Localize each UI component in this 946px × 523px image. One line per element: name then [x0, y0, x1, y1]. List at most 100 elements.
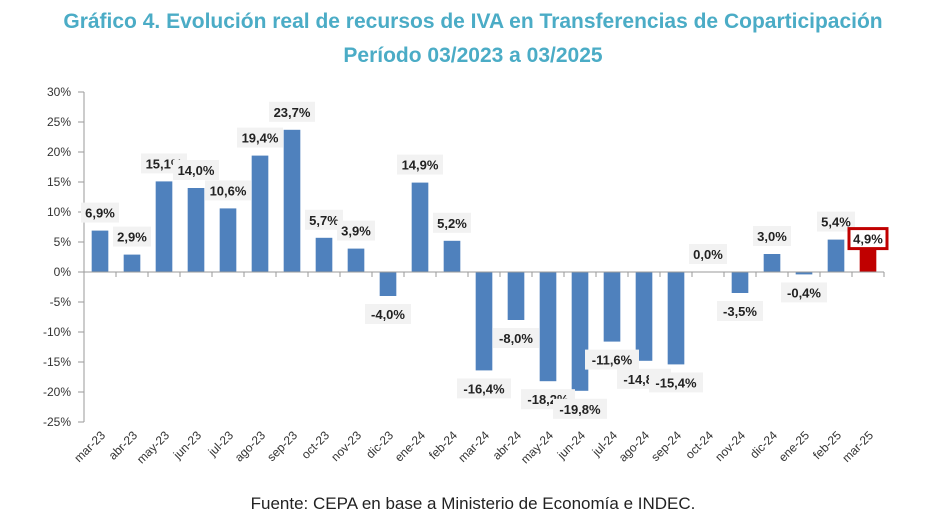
bar-sep-23 [283, 129, 301, 272]
data-label-box [81, 202, 119, 223]
data-label-box [457, 378, 511, 399]
bar-feb-25 [827, 239, 845, 272]
bar-feb-24 [443, 240, 461, 272]
bar-nov-24 [731, 272, 749, 293]
bar-ene-25 [795, 272, 813, 275]
bar-mar-24 [475, 272, 493, 371]
y-tick-label: -20% [43, 385, 71, 399]
x-tick-label: jun-23 [170, 428, 204, 462]
data-label: -15,4% [655, 375, 697, 390]
data-label-box [817, 211, 855, 232]
chart-subtitle: Período 03/2023 a 03/2025 [343, 44, 603, 67]
data-label-box [689, 244, 727, 264]
y-tick-label: -15% [43, 355, 71, 369]
data-label: -0,4% [787, 285, 821, 300]
bar-jun-24 [571, 272, 589, 391]
y-tick-label: -5% [50, 295, 72, 309]
data-label: 4,9% [853, 232, 883, 247]
bar-abr-23 [123, 254, 141, 272]
data-label: 5,2% [437, 216, 467, 231]
data-label: 10,6% [210, 183, 247, 198]
x-tick-label: nov-23 [328, 428, 364, 464]
data-label-box [397, 154, 443, 175]
bar-dic-23 [379, 272, 397, 296]
data-label-box [553, 398, 607, 419]
data-label-box [365, 304, 411, 324]
data-label-box [753, 226, 791, 246]
bar-jul-23 [219, 208, 237, 272]
data-label: 14,9% [402, 158, 439, 173]
data-label: 0,0% [693, 247, 723, 262]
data-label: -16,4% [463, 381, 505, 396]
x-tick-label: jun-24 [554, 428, 588, 462]
data-label: -8,0% [499, 331, 533, 346]
data-label-box [433, 212, 471, 233]
x-tick-label: may-23 [134, 428, 172, 466]
y-tick-label: 0% [54, 265, 72, 279]
y-tick-label: 15% [47, 175, 71, 189]
y-tick-label: 20% [47, 145, 71, 159]
x-tick-label: mar-23 [71, 428, 108, 465]
bar-ago-23 [251, 155, 269, 272]
bar-abr-24 [507, 272, 525, 320]
data-label-box [847, 227, 889, 251]
y-tick-label: 25% [47, 115, 71, 129]
bar-nov-23 [347, 248, 365, 272]
data-label-box [585, 349, 639, 370]
x-tick-label: mar-24 [455, 428, 492, 465]
bar-dic-24 [763, 254, 781, 272]
data-label: -3,5% [723, 304, 757, 319]
data-label: 5,7% [309, 213, 339, 228]
bar-sep-24 [667, 272, 685, 365]
bar-ago-24 [635, 272, 653, 361]
bar-jun-23 [187, 188, 205, 272]
data-label-box [305, 209, 343, 230]
data-label: 3,9% [341, 224, 371, 239]
x-tick-label: dic-23 [363, 428, 396, 461]
data-label-box [649, 372, 703, 393]
x-tick-label: nov-24 [712, 428, 748, 464]
chart-source: Fuente: CEPA en base a Ministerio de Eco… [250, 494, 696, 513]
bar-may-23 [155, 181, 173, 272]
y-tick-label: 5% [54, 235, 72, 249]
x-tick-label: ago-23 [232, 428, 269, 465]
x-tick-label: dic-24 [747, 428, 780, 461]
x-tick-label: mar-25 [839, 428, 876, 465]
data-label-box [781, 282, 827, 303]
data-label: -11,6% [592, 353, 633, 368]
x-tick-label: oct-24 [683, 428, 717, 462]
data-label-box [173, 160, 219, 180]
y-tick-label: -10% [43, 325, 71, 339]
data-label: 23,7% [274, 105, 311, 120]
x-tick-label: sep-23 [264, 428, 300, 464]
bar-may-24 [539, 272, 557, 382]
data-label: 6,9% [85, 206, 115, 221]
data-label: -19,8% [559, 402, 601, 417]
data-label-box [113, 226, 151, 247]
x-tick-label: feb-24 [426, 428, 460, 462]
x-tick-label: sep-24 [648, 428, 684, 464]
y-tick-label: -25% [43, 415, 71, 429]
data-label-box [337, 220, 375, 241]
chart-title: Gráfico 4. Evolución real de recursos de… [63, 10, 883, 33]
data-label-box [205, 180, 251, 201]
data-label: 5,4% [821, 215, 851, 230]
data-label-box [237, 127, 283, 148]
x-tick-label: ene-25 [776, 428, 813, 465]
data-label: -4,0% [371, 307, 405, 322]
data-label: 2,9% [117, 230, 147, 245]
bar-jul-24 [603, 272, 621, 342]
bar-oct-23 [315, 237, 333, 272]
data-label: 3,0% [757, 229, 787, 244]
x-tick-label: ene-24 [392, 428, 429, 465]
data-label-box [493, 328, 539, 348]
x-tick-label: feb-25 [810, 428, 844, 462]
x-tick-label: oct-23 [299, 428, 333, 462]
x-tick-label: may-24 [518, 428, 556, 466]
data-label: 19,4% [242, 131, 279, 146]
y-tick-label: 30% [47, 85, 71, 99]
data-label-box [269, 101, 315, 122]
data-label-box [717, 301, 763, 321]
y-tick-label: 10% [47, 205, 71, 219]
bar-chart: 30% 25% 20% 15% 10% 5% 0% -5% -10% -15% -20% -25% 6,… [43, 85, 889, 466]
